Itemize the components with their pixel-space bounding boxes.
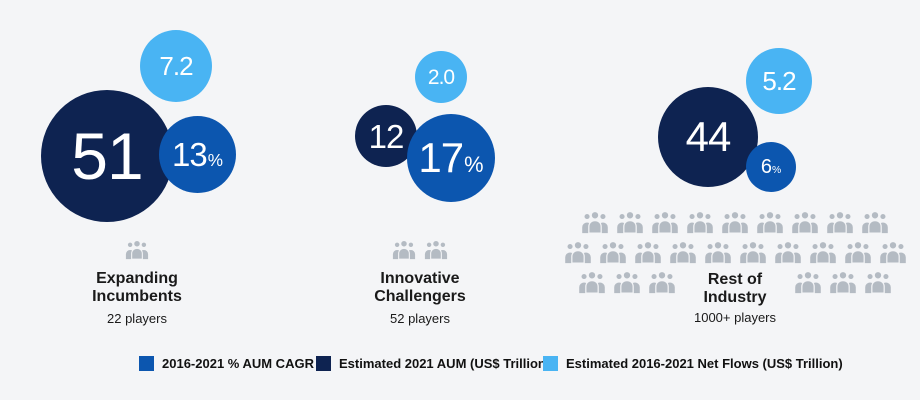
people-icon bbox=[704, 240, 731, 264]
people-row bbox=[57, 238, 217, 262]
bubble-netflows-expanding-incumbents: 7.2 bbox=[140, 30, 212, 102]
cagr-number: 6 bbox=[760, 156, 772, 178]
legend-item-aum: Estimated 2021 AUM (US$ Trillion) bbox=[316, 356, 550, 371]
legend-label: Estimated 2021 AUM (US$ Trillion) bbox=[339, 356, 551, 371]
people-icon bbox=[774, 240, 801, 264]
people-icon bbox=[795, 270, 821, 294]
bubble-aum-innovative-challengers: 12 bbox=[355, 105, 417, 167]
people-row-1 bbox=[555, 209, 915, 236]
group-rest-of-industry: Rest of Industry 1000+ players bbox=[555, 209, 915, 325]
legend-item-netflows: Estimated 2016-2021 Net Flows (US$ Trill… bbox=[543, 356, 843, 371]
people-icon bbox=[809, 240, 836, 264]
bubble-netflows-rest-of-industry: 5.2 bbox=[746, 48, 812, 114]
people-icon bbox=[614, 270, 640, 294]
people-icon bbox=[879, 240, 906, 264]
aum-value: 51 bbox=[71, 119, 143, 193]
cagr-value: 17% bbox=[418, 137, 483, 179]
people-icon bbox=[634, 240, 661, 264]
people-icon bbox=[599, 240, 626, 264]
people-icon bbox=[739, 240, 766, 264]
cagr-value: 13% bbox=[172, 138, 223, 171]
people-icon bbox=[617, 210, 643, 234]
people-icon bbox=[830, 270, 856, 294]
bubble-aum-expanding-incumbents: 51 bbox=[41, 90, 173, 222]
people-icon bbox=[827, 210, 853, 234]
netflows-value: 5.2 bbox=[762, 66, 796, 96]
people-icon bbox=[844, 240, 871, 264]
people-icon bbox=[392, 239, 416, 260]
people-row-3-right bbox=[793, 269, 893, 296]
people-icon bbox=[792, 210, 818, 234]
people-row-3-left bbox=[577, 269, 677, 296]
cagr-number: 13 bbox=[172, 136, 208, 173]
people-icon bbox=[649, 270, 675, 294]
group-title: Expanding Incumbents bbox=[92, 270, 182, 306]
legend-label: Estimated 2016-2021 Net Flows (US$ Trill… bbox=[566, 356, 843, 371]
percent-sign: % bbox=[464, 152, 484, 177]
group-label-column: Rest of Industry 1000+ players bbox=[687, 269, 783, 325]
netflows-value: 2.0 bbox=[427, 65, 455, 89]
netflows-value: 7.2 bbox=[159, 51, 193, 81]
aum-value: 44 bbox=[685, 113, 732, 160]
people-icon bbox=[579, 270, 605, 294]
group-title: Rest of Industry bbox=[703, 271, 767, 306]
people-icon bbox=[865, 270, 891, 294]
percent-sign: % bbox=[771, 165, 782, 176]
group-innovative-challengers: Innovative Challengers 52 players bbox=[340, 238, 500, 326]
bubble-cagr-expanding-incumbents: 13% bbox=[159, 116, 236, 193]
legend-swatch-blue bbox=[139, 356, 154, 371]
legend-item-cagr: 2016-2021 % AUM CAGR bbox=[139, 356, 314, 371]
people-row bbox=[340, 238, 500, 262]
people-row-2 bbox=[555, 239, 915, 266]
legend-label: 2016-2021 % AUM CAGR bbox=[162, 356, 314, 371]
people-icon bbox=[669, 240, 696, 264]
cagr-value: 6% bbox=[761, 157, 781, 177]
bubble-netflows-innovative-challengers: 2.0 bbox=[415, 51, 467, 103]
bubble-aum-rest-of-industry: 44 bbox=[658, 87, 758, 187]
people-icon bbox=[582, 210, 608, 234]
bubble-cagr-innovative-challengers: 17% bbox=[407, 114, 495, 202]
group-player-count: 52 players bbox=[390, 310, 450, 326]
people-icon bbox=[652, 210, 678, 234]
people-icon bbox=[862, 210, 888, 234]
group-player-count: 1000+ players bbox=[693, 310, 777, 326]
percent-sign: % bbox=[207, 150, 223, 170]
bubble-cagr-rest-of-industry: 6% bbox=[746, 142, 796, 192]
people-icon bbox=[125, 239, 149, 260]
people-icon bbox=[687, 210, 713, 234]
legend-swatch-navy bbox=[316, 356, 331, 371]
legend-swatch-lightblue bbox=[543, 356, 558, 371]
cagr-number: 17 bbox=[418, 134, 464, 181]
people-icon bbox=[757, 210, 783, 234]
group-title: Innovative Challengers bbox=[374, 270, 466, 306]
people-icon bbox=[564, 240, 591, 264]
group-player-count: 22 players bbox=[107, 310, 167, 326]
people-row-3: Rest of Industry 1000+ players bbox=[555, 269, 915, 325]
aum-value: 12 bbox=[368, 117, 405, 155]
people-icon bbox=[722, 210, 748, 234]
group-expanding-incumbents: Expanding Incumbents 22 players bbox=[57, 238, 217, 326]
people-icon bbox=[424, 239, 448, 260]
